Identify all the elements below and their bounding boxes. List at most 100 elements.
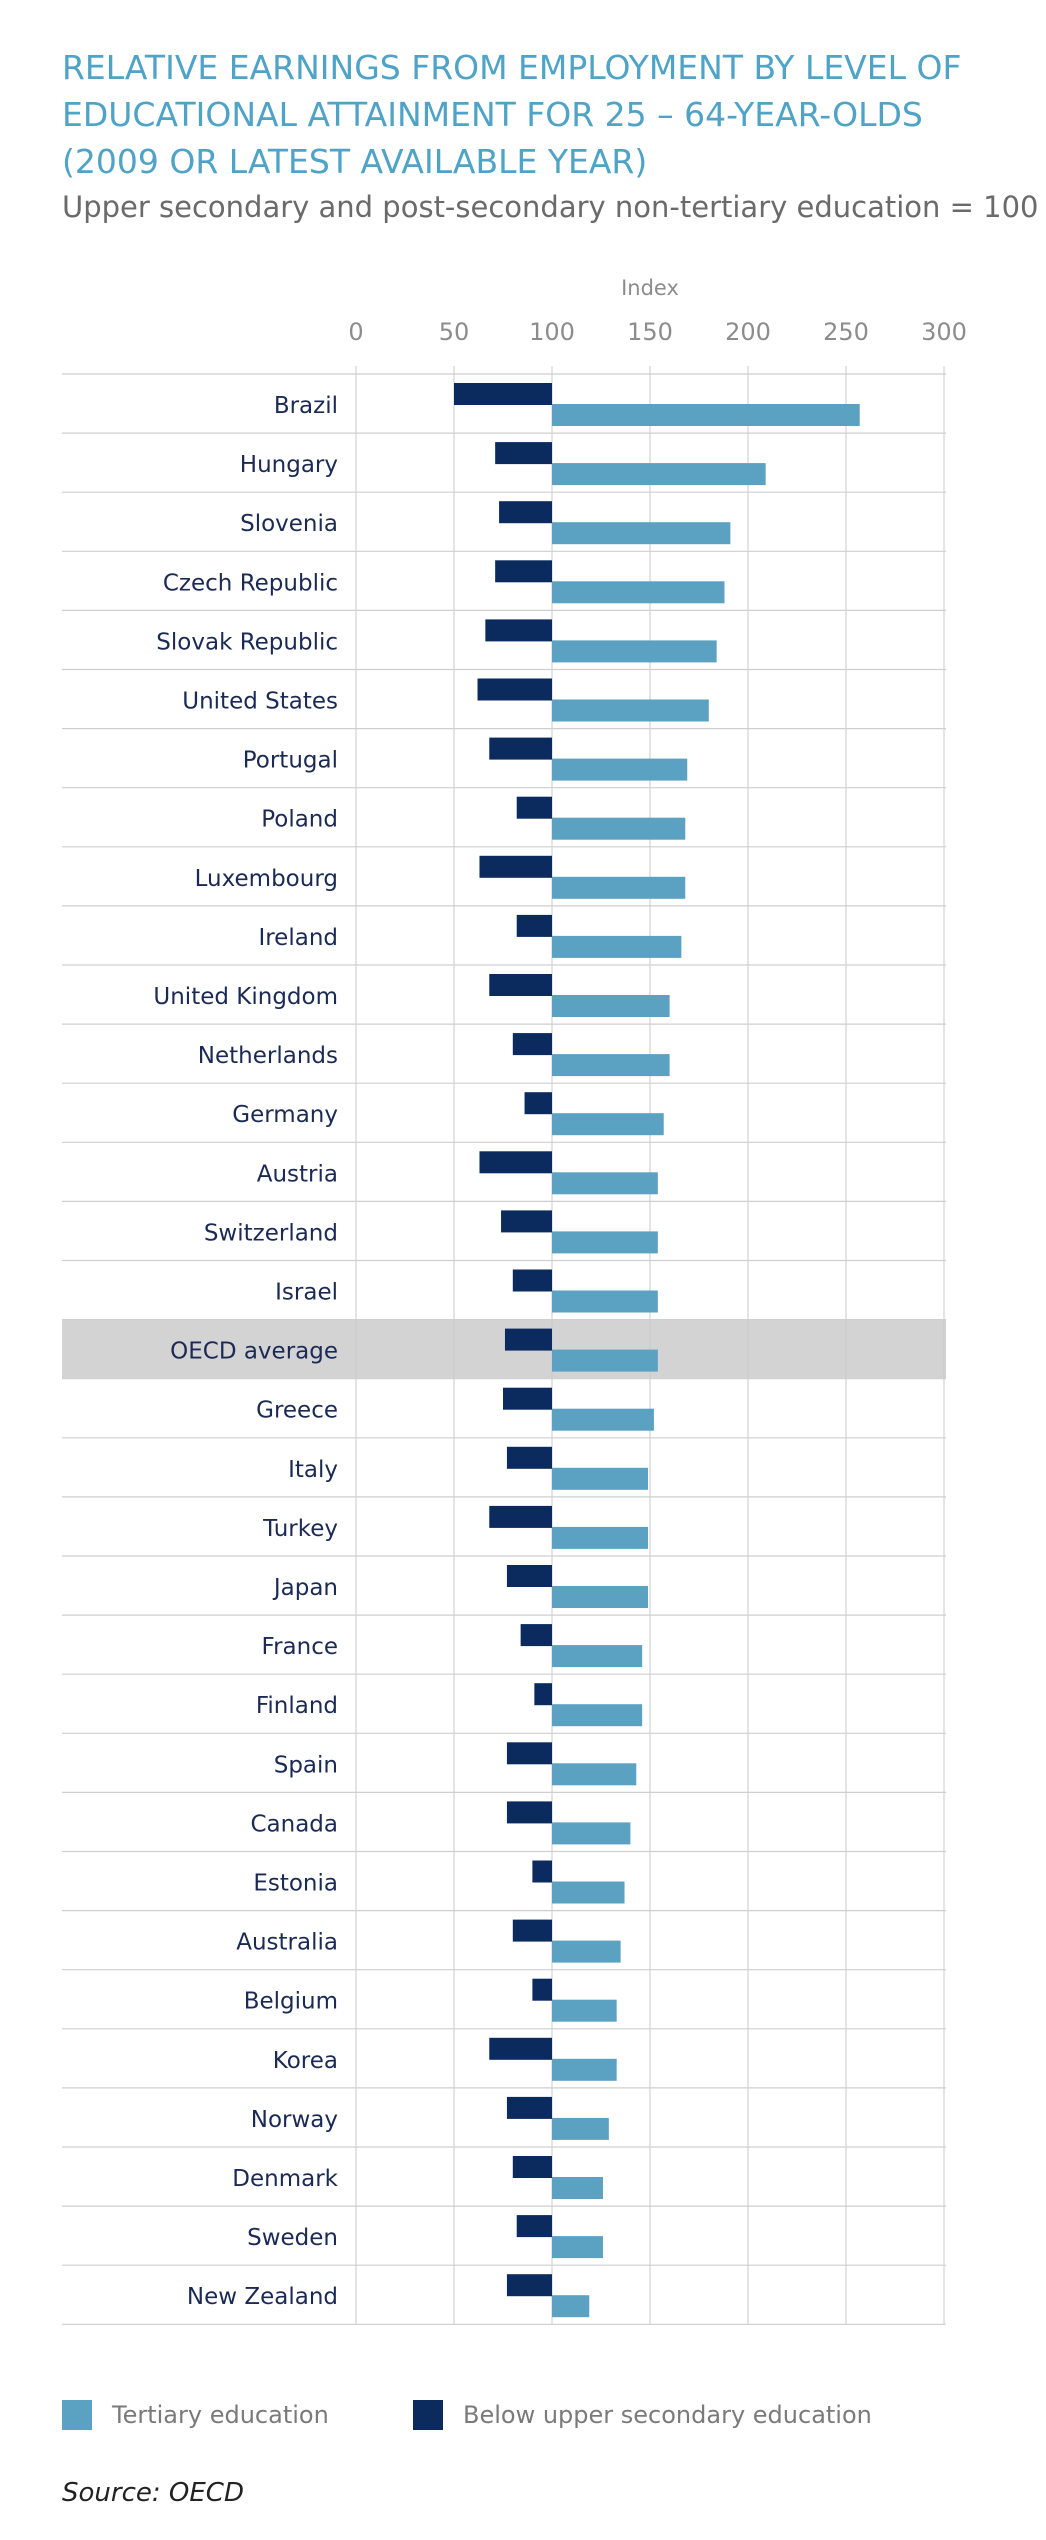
category-label: France	[262, 1634, 338, 1660]
bar-tertiary	[552, 1881, 625, 1904]
bar-below-upper-secondary	[489, 1505, 552, 1528]
bar-tertiary	[552, 876, 686, 899]
x-tick-label: 100	[529, 318, 575, 346]
bar-below-upper-secondary	[495, 560, 552, 583]
bar-chart: Index 0 50 100 150 200 250 300 Brazil Hungary Slov…	[62, 276, 967, 2325]
bar-below-upper-secondary	[506, 2274, 552, 2297]
legend-label-tertiary: Tertiary education	[112, 2401, 329, 2429]
bar-tertiary	[552, 640, 717, 663]
bar-tertiary	[552, 404, 860, 426]
bar-below-upper-secondary	[506, 1446, 552, 1469]
legend-swatch-tertiary	[62, 2400, 92, 2430]
category-label: United States	[182, 689, 338, 715]
category-label: Italy	[288, 1457, 338, 1483]
bar-tertiary	[552, 1054, 670, 1077]
category-label: Turkey	[262, 1516, 338, 1542]
bar-below-upper-secondary	[512, 1919, 552, 1942]
category-label: Germany	[232, 1102, 338, 1128]
x-tick-label: 150	[627, 318, 673, 346]
category-label: Austria	[257, 1161, 338, 1187]
bar-below-upper-secondary	[506, 1801, 552, 1824]
bar-below-upper-secondary	[532, 1978, 552, 2001]
x-axis-title: Index	[621, 276, 679, 300]
bar-tertiary	[552, 2236, 603, 2259]
category-label: Norway	[251, 2107, 338, 2133]
x-tick-label: 200	[725, 318, 771, 346]
category-label: New Zealand	[187, 2284, 338, 2310]
bar-below-upper-secondary	[516, 796, 552, 819]
bar-below-upper-secondary	[489, 737, 552, 760]
category-label: Greece	[256, 1398, 338, 1424]
bar-below-upper-secondary	[532, 1860, 552, 1883]
category-label: Poland	[261, 807, 338, 833]
category-label: Netherlands	[198, 1043, 338, 1069]
category-label: OECD average	[170, 1339, 338, 1365]
bar-below-upper-secondary	[524, 1092, 552, 1115]
category-label: Australia	[236, 1930, 338, 1956]
bar-tertiary	[552, 758, 688, 781]
bar-tertiary	[552, 1586, 649, 1608]
bar-below-upper-secondary	[495, 442, 552, 465]
category-label: Hungary	[240, 452, 338, 478]
bar-below-upper-secondary	[454, 383, 552, 405]
category-label: Slovak Republic	[156, 629, 338, 655]
category-label: Japan	[272, 1575, 338, 1601]
bar-below-upper-secondary	[479, 1151, 552, 1174]
bar-below-upper-secondary	[504, 1328, 552, 1351]
bar-below-upper-secondary	[485, 619, 552, 642]
category-label: Korea	[273, 2048, 338, 2074]
bar-below-upper-secondary	[506, 1565, 552, 1587]
bar-tertiary	[552, 2295, 590, 2318]
category-label: Brazil	[274, 393, 338, 419]
bar-below-upper-secondary	[501, 1210, 552, 1233]
category-label: Portugal	[243, 748, 338, 774]
bar-tertiary	[552, 2117, 609, 2140]
bar-tertiary	[552, 1467, 649, 1490]
category-label: Estonia	[253, 1871, 338, 1897]
x-tick-label: 50	[439, 318, 470, 346]
highlight-row-bg	[62, 1319, 946, 1379]
bar-tertiary	[552, 2177, 603, 2199]
bar-tertiary	[552, 522, 731, 545]
chart-title: RELATIVE EARNINGS FROM EMPLOYMENT BY LEV…	[62, 48, 962, 181]
bar-tertiary	[552, 1999, 617, 2022]
bar-below-upper-secondary	[506, 1742, 552, 1765]
category-label: Israel	[275, 1280, 338, 1306]
source-note: Source: OECD	[62, 2478, 244, 2508]
bar-tertiary	[552, 463, 766, 486]
bar-below-upper-secondary	[512, 1033, 552, 1056]
bar-below-upper-secondary	[516, 2215, 552, 2238]
bar-tertiary	[552, 581, 725, 604]
bar-tertiary	[552, 817, 686, 840]
bar-tertiary	[552, 1349, 658, 1372]
bar-tertiary	[552, 1172, 658, 1195]
category-label: Spain	[274, 1752, 338, 1778]
legend-label-below: Below upper secondary education	[463, 2401, 872, 2429]
category-label: Belgium	[244, 1989, 338, 2015]
bar-tertiary	[552, 1940, 621, 1963]
x-tick-label: 250	[823, 318, 869, 346]
legend-swatch-below	[413, 2400, 443, 2430]
bar-below-upper-secondary	[512, 1269, 552, 1292]
bar-tertiary	[552, 1113, 664, 1136]
bar-tertiary	[552, 1526, 649, 1549]
bar-tertiary	[552, 699, 709, 722]
bar-tertiary	[552, 935, 682, 958]
bar-below-upper-secondary	[534, 1683, 552, 1706]
bar-tertiary	[552, 1645, 643, 1668]
bar-below-upper-secondary	[477, 678, 552, 701]
category-label: Luxembourg	[195, 866, 338, 892]
legend-item-tertiary: Tertiary education	[62, 2398, 329, 2432]
category-label: Denmark	[232, 2166, 338, 2192]
bar-tertiary	[552, 1763, 637, 1786]
category-label: Finland	[256, 1693, 338, 1719]
bar-below-upper-secondary	[489, 2037, 552, 2060]
legend-item-below: Below upper secondary education	[413, 2398, 872, 2432]
x-tick-label: 300	[921, 318, 967, 346]
bar-tertiary	[552, 1290, 658, 1313]
category-label: Switzerland	[204, 1220, 338, 1246]
bar-tertiary	[552, 1408, 654, 1431]
x-tick-label: 0	[348, 318, 363, 346]
category-label: Ireland	[258, 925, 338, 951]
bar-tertiary	[552, 1704, 643, 1727]
